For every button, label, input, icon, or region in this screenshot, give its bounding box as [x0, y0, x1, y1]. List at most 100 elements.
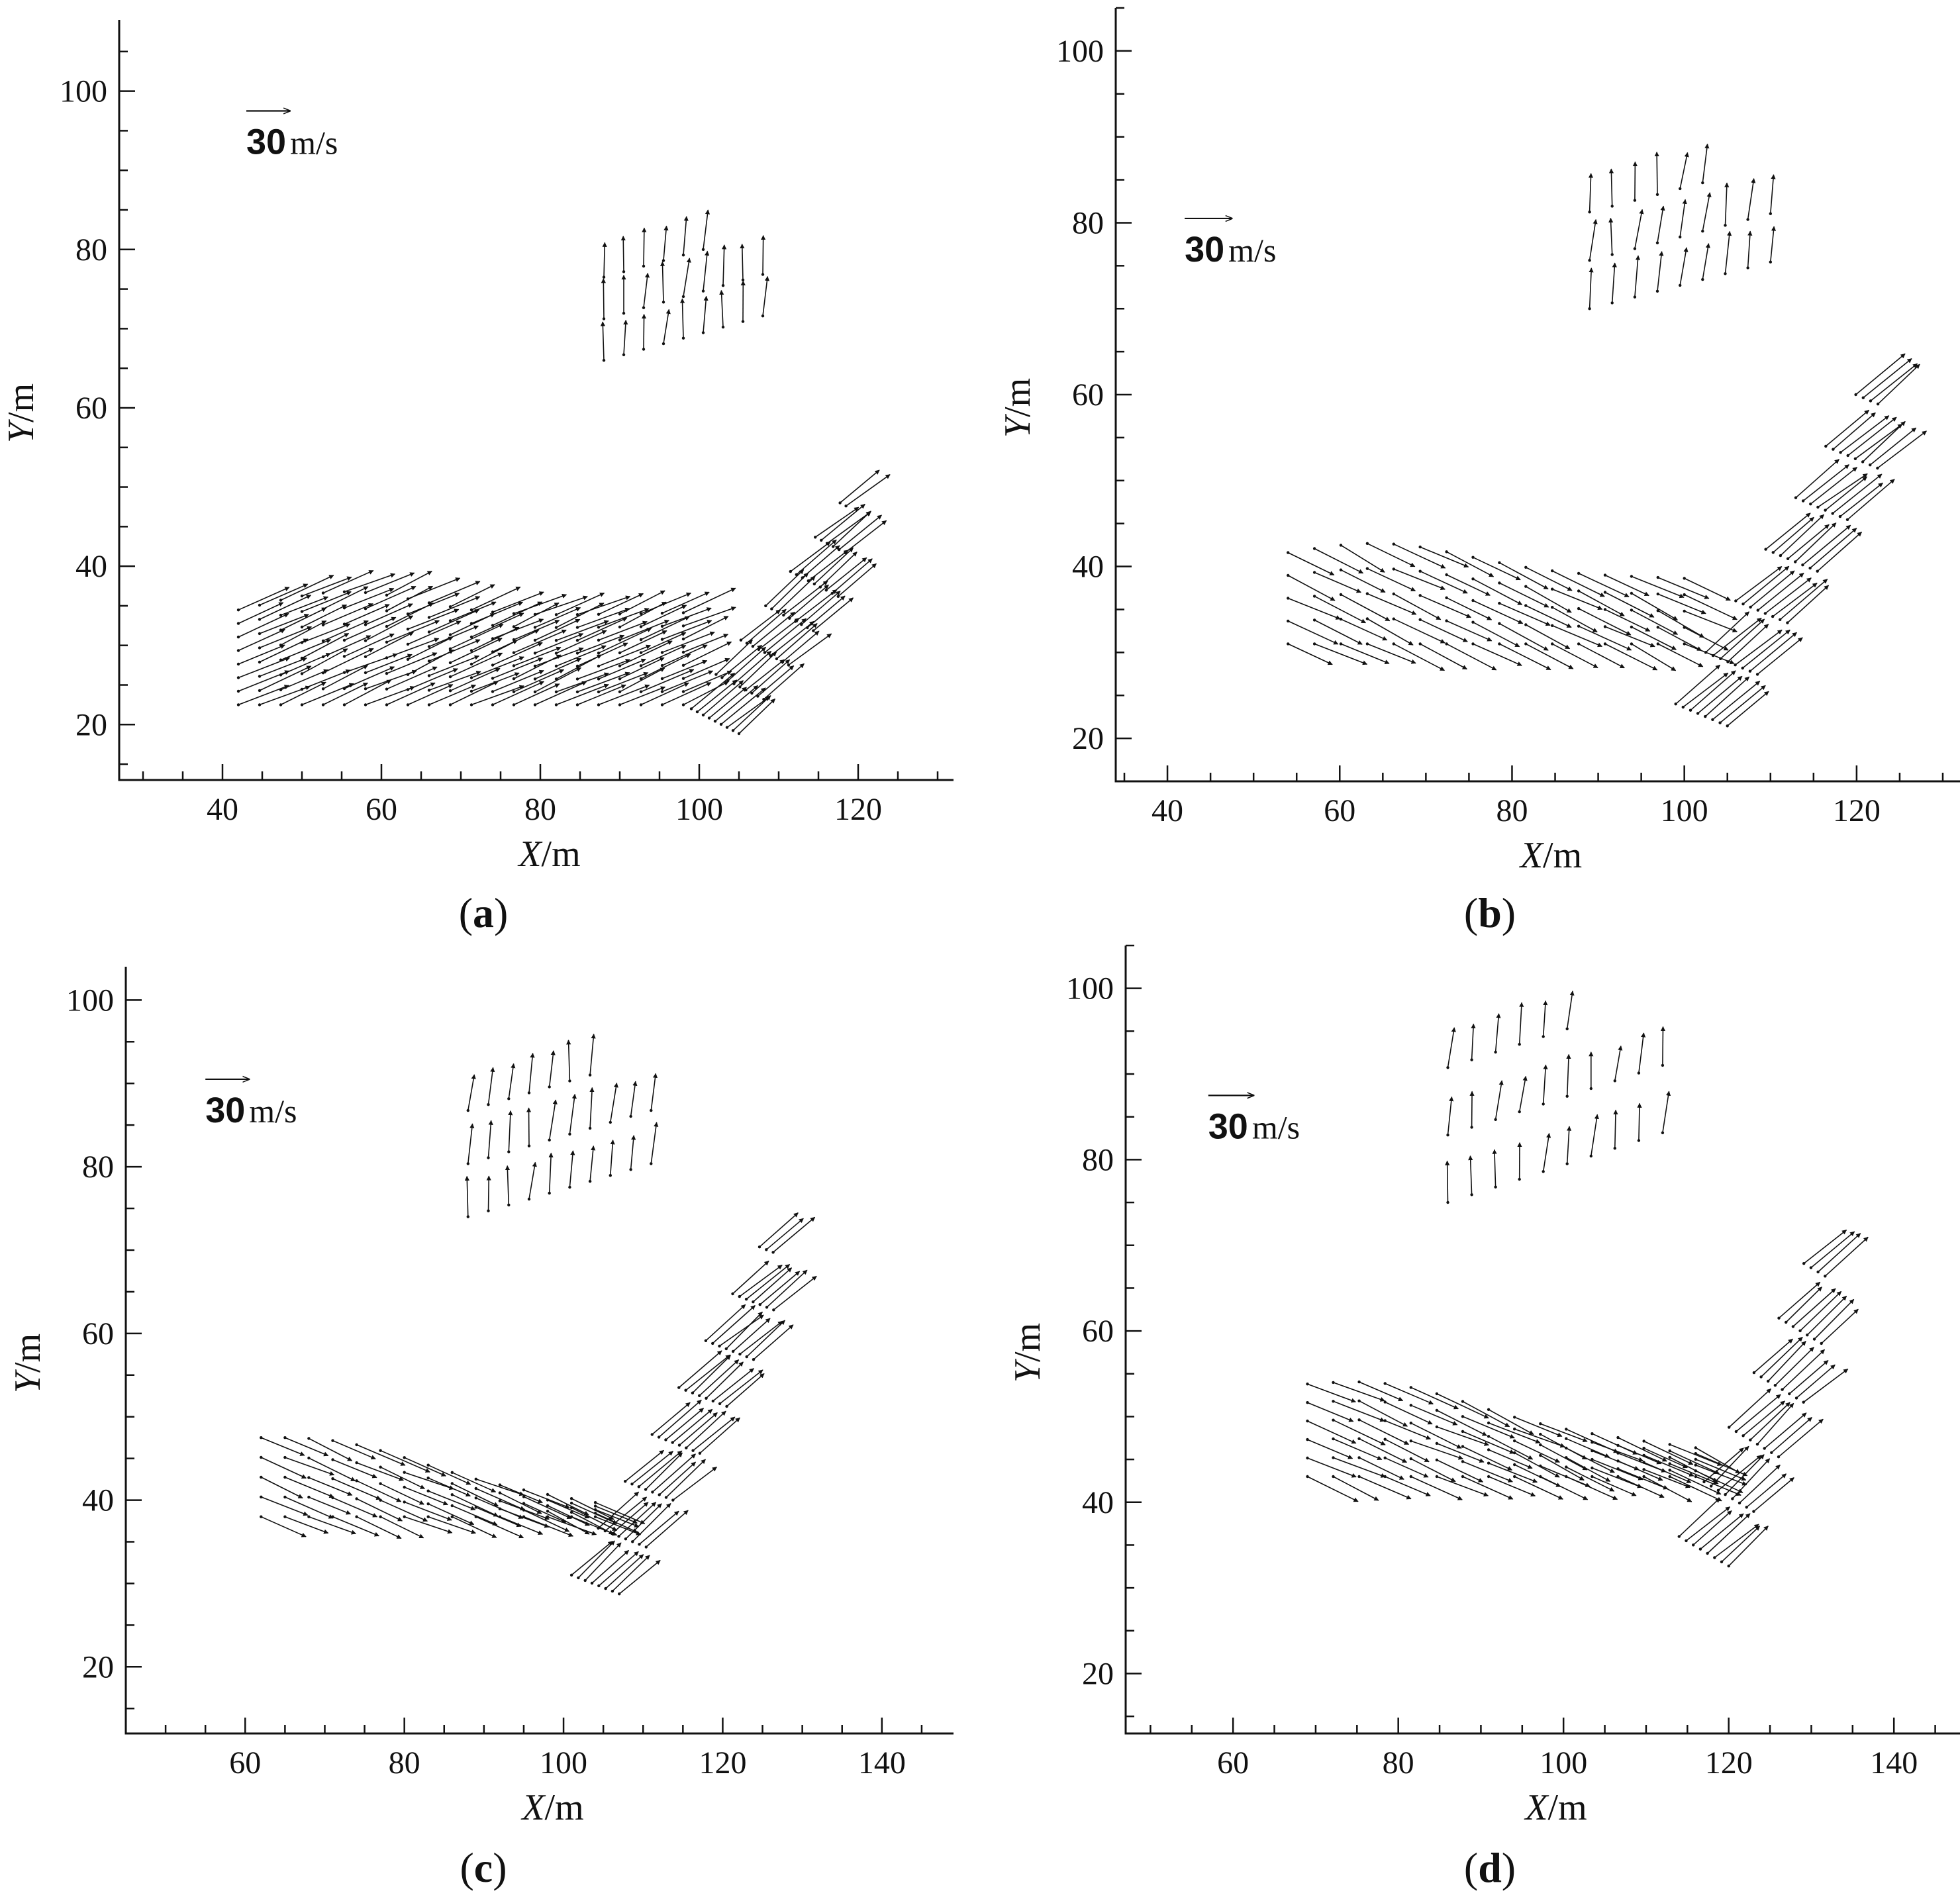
- velocity-vector: [606, 1555, 644, 1588]
- vector-origin-dot: [528, 1144, 530, 1147]
- velocity-vector: [1334, 1477, 1379, 1500]
- vector-origin-dot: [1487, 1422, 1490, 1424]
- vector-origin-dot: [1287, 574, 1289, 577]
- velocity-vector: [727, 697, 769, 728]
- velocity-vector: [1871, 364, 1918, 401]
- vector-origin-dot: [499, 1508, 501, 1510]
- vector-origin-dot: [618, 703, 621, 706]
- velocity-vector: [468, 1124, 473, 1163]
- velocity-vector: [260, 584, 308, 605]
- velocity-vector: [727, 1374, 765, 1407]
- vector-origin-dot: [379, 1483, 381, 1485]
- vector-origin-dot: [385, 703, 388, 706]
- velocity-vector: [666, 1459, 705, 1497]
- velocity-vector: [1771, 175, 1774, 214]
- vector-origin-dot: [1630, 575, 1633, 577]
- velocity-vector: [1334, 1383, 1385, 1401]
- vector-origin-dot: [1657, 642, 1659, 645]
- vector-origin-dot: [1445, 597, 1447, 599]
- x-tick-label: 100: [540, 1745, 587, 1780]
- vector-origin-dot: [1419, 570, 1422, 573]
- vector-origin-dot: [1712, 654, 1714, 657]
- vector-origin-dot: [618, 626, 621, 628]
- vector-origin-dot: [331, 1477, 334, 1480]
- vector-origin-dot: [661, 612, 663, 614]
- vector-origin-dot: [831, 592, 834, 595]
- vector-origin-dot: [1313, 547, 1316, 550]
- vector-origin-dot: [682, 295, 685, 298]
- vector-origin-dot: [1726, 660, 1729, 663]
- velocity-vector: [1720, 685, 1766, 722]
- vector-origin-dot: [1616, 1436, 1619, 1439]
- vector-origin-dot: [1524, 604, 1527, 607]
- vector-origin-dot: [682, 664, 685, 667]
- velocity-vector: [1698, 676, 1742, 713]
- vector-origin-dot: [1436, 1426, 1438, 1428]
- velocity-vector: [1314, 573, 1361, 593]
- velocity-vector: [1567, 1055, 1569, 1097]
- vector-origin-dot: [279, 659, 282, 661]
- vector-origin-dot: [1513, 1475, 1516, 1478]
- vector-origin-dot: [258, 646, 261, 649]
- velocity-vector: [1635, 256, 1638, 297]
- velocity-vector: [1615, 1110, 1616, 1149]
- vector-origin-dot: [764, 605, 767, 607]
- vector-field: [237, 210, 890, 735]
- velocity-vector: [1780, 579, 1828, 620]
- x-tick-label: 80: [1496, 793, 1528, 828]
- velocity-vector: [1567, 991, 1573, 1029]
- vector-origin-dot: [1591, 1475, 1593, 1478]
- vector-origin-dot: [1410, 1386, 1412, 1389]
- vector-origin-dot: [1777, 1455, 1780, 1458]
- vector-origin-dot: [355, 1461, 358, 1464]
- vector-origin-dot: [801, 576, 804, 579]
- vector-origin-dot: [1669, 1469, 1671, 1471]
- y-tick-label: 60: [1082, 1314, 1114, 1349]
- vector-origin-dot: [1498, 581, 1500, 584]
- vector-origin-dot: [449, 605, 452, 608]
- vector-origin-dot: [682, 254, 685, 256]
- velocity-vector: [1579, 626, 1632, 650]
- vector-origin-dot: [1419, 594, 1422, 597]
- vector-origin-dot: [576, 639, 579, 642]
- velocity-vector: [1489, 1436, 1533, 1459]
- vector-origin-dot: [1839, 451, 1841, 454]
- vector-origin-dot: [1854, 458, 1857, 460]
- vector-origin-dot: [522, 1488, 525, 1491]
- vector-origin-dot: [1551, 588, 1553, 591]
- vector-origin-dot: [1616, 1444, 1619, 1447]
- velocity-vector: [1579, 609, 1631, 635]
- vector-origin-dot: [1393, 593, 1395, 595]
- vector-origin-dot: [449, 689, 452, 692]
- vector-origin-dot: [718, 1345, 720, 1347]
- vector-origin-dot: [385, 672, 388, 675]
- y-axis-label: Y/m: [7, 1334, 48, 1393]
- vector-origin-dot: [1461, 1400, 1464, 1402]
- vector-origin-dot: [258, 604, 261, 607]
- velocity-vector: [344, 680, 391, 705]
- velocity-vector: [1288, 599, 1340, 619]
- vector-origin-dot: [260, 1516, 262, 1518]
- vector-origin-dot: [752, 1358, 755, 1361]
- vector-origin-dot: [1813, 1338, 1816, 1340]
- vector-origin-dot: [1802, 1262, 1805, 1265]
- velocity-vector: [728, 647, 765, 681]
- velocity-vector: [550, 1051, 554, 1087]
- vector-origin-dot: [548, 1192, 551, 1194]
- velocity-vector: [599, 1551, 638, 1586]
- vector-origin-dot: [1313, 571, 1316, 573]
- vector-origin-dot: [1313, 642, 1316, 645]
- vector-origin-dot: [301, 595, 303, 597]
- vector-origin-dot: [1287, 597, 1289, 599]
- vector-origin-dot: [331, 1496, 334, 1499]
- velocity-vector: [1308, 1421, 1356, 1443]
- vector-origin-dot: [555, 652, 558, 654]
- vector-origin-dot: [322, 671, 324, 674]
- vector-origin-dot: [1611, 301, 1614, 304]
- vector-origin-dot: [690, 707, 693, 710]
- velocity-vector: [673, 1409, 712, 1442]
- velocity-vector: [1489, 1477, 1535, 1496]
- vector-origin-dot: [403, 1516, 406, 1518]
- vector-origin-dot: [1357, 1438, 1360, 1440]
